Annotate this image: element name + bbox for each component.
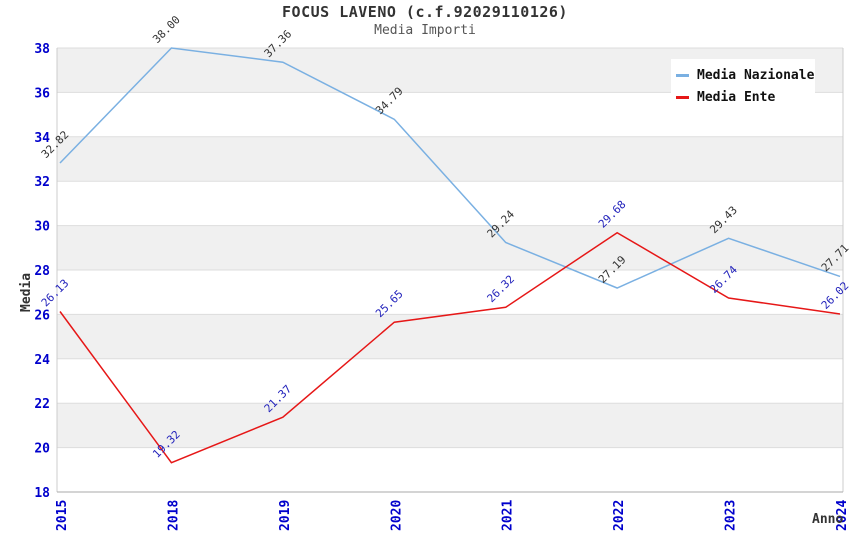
point-value-label: 26.13	[39, 277, 72, 310]
x-tick-label: 2020	[389, 500, 404, 531]
x-tick-label: 2021	[501, 500, 516, 531]
x-tick-label: 2018	[166, 500, 181, 531]
y-tick-label: 24	[34, 353, 50, 368]
plot-band	[57, 136, 843, 182]
plot-band	[57, 225, 843, 270]
y-tick-label: 28	[34, 264, 50, 279]
x-tick-label: 2019	[278, 500, 293, 531]
y-tick-label: 38	[34, 42, 50, 57]
point-value-label: 26.02	[819, 279, 850, 312]
point-value-label: 38.00	[150, 13, 183, 46]
legend-item-media-nazionale: Media Nazionale	[676, 64, 815, 86]
x-tick-label: 2022	[612, 500, 627, 531]
series-line-media-nazionale	[59, 47, 841, 289]
y-tick-label: 18	[34, 486, 50, 501]
plot-band	[57, 314, 843, 359]
media-ente-line-swatch	[676, 95, 689, 99]
plot-band	[57, 403, 843, 448]
chart-legend: Media Nazionale Media Ente	[671, 59, 815, 113]
y-tick-label: 26	[34, 308, 50, 323]
y-tick-label: 20	[34, 442, 50, 457]
point-value-label: 26.32	[485, 273, 518, 306]
y-tick-label: 32	[34, 175, 50, 190]
series-line-media-ente	[59, 231, 841, 464]
media-nazionale-line-swatch	[676, 73, 689, 77]
y-tick-label: 30	[34, 220, 50, 235]
y-tick-label: 36	[34, 86, 50, 101]
y-axis-title: Media	[19, 272, 34, 312]
chart-subtitle: Media Importi	[374, 23, 476, 38]
x-tick-label: 2015	[55, 500, 70, 531]
legend-label-media-ente: Media Ente	[697, 89, 776, 105]
x-axis-title: Anno	[812, 512, 844, 527]
legend-label-media-nazionale: Media Nazionale	[697, 67, 815, 83]
x-tick-label: 2024	[835, 500, 850, 531]
y-tick-label: 34	[34, 131, 50, 146]
y-tick-label: 22	[34, 397, 50, 412]
x-tick-label: 2023	[724, 500, 739, 531]
legend-item-media-ente: Media Ente	[676, 86, 815, 108]
chart-title: FOCUS LAVENO (c.f.92029110126)	[282, 3, 568, 21]
